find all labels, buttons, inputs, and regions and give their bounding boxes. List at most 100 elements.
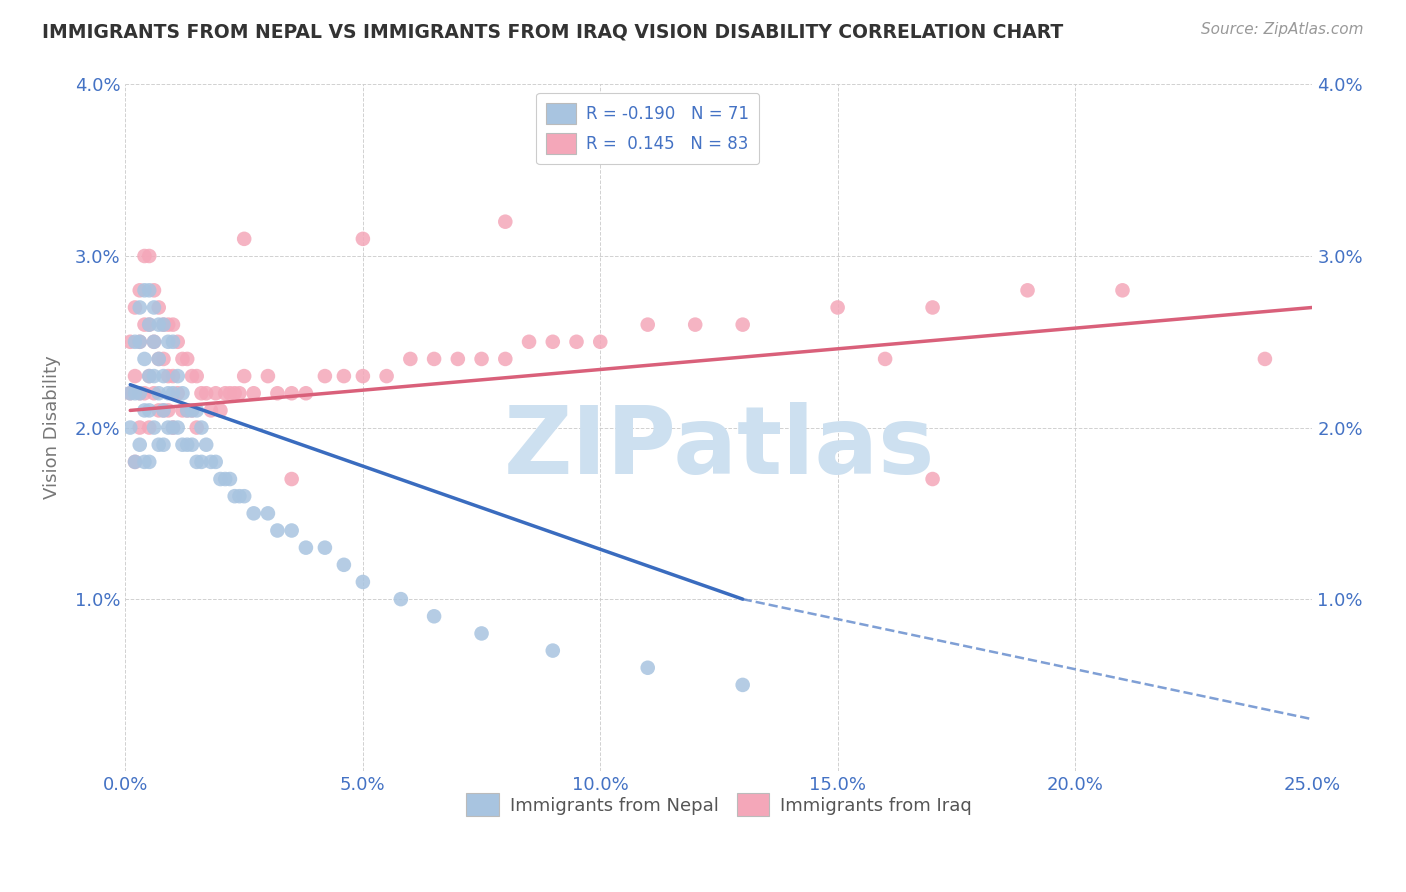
Point	[128, 438, 150, 452]
Point	[152, 318, 174, 332]
Point	[242, 507, 264, 521]
Point	[152, 403, 174, 417]
Point	[224, 386, 246, 401]
Point	[1254, 351, 1277, 366]
Point	[731, 318, 754, 332]
Text: IMMIGRANTS FROM NEPAL VS IMMIGRANTS FROM IRAQ VISION DISABILITY CORRELATION CHAR: IMMIGRANTS FROM NEPAL VS IMMIGRANTS FROM…	[42, 22, 1063, 41]
Point	[152, 403, 174, 417]
Point	[233, 232, 256, 246]
Point	[134, 318, 156, 332]
Point	[148, 351, 170, 366]
Point	[181, 369, 204, 384]
Point	[176, 351, 198, 366]
Point	[190, 386, 212, 401]
Point	[138, 318, 160, 332]
Point	[827, 301, 849, 315]
Point	[134, 455, 156, 469]
Point	[124, 334, 146, 349]
Point	[471, 351, 494, 366]
Point	[731, 678, 754, 692]
Point	[517, 334, 540, 349]
Point	[375, 369, 398, 384]
Point	[128, 386, 150, 401]
Point	[471, 626, 494, 640]
Point	[204, 386, 226, 401]
Point	[162, 369, 184, 384]
Point	[148, 301, 170, 315]
Point	[589, 334, 612, 349]
Point	[494, 215, 516, 229]
Point	[172, 403, 194, 417]
Point	[200, 403, 222, 417]
Point	[138, 403, 160, 417]
Point	[143, 386, 166, 401]
Point	[280, 386, 302, 401]
Point	[204, 455, 226, 469]
Point	[138, 318, 160, 332]
Point	[266, 386, 288, 401]
Point	[1017, 283, 1039, 297]
Point	[166, 334, 188, 349]
Point	[333, 558, 356, 572]
Point	[134, 403, 156, 417]
Point	[921, 301, 943, 315]
Point	[233, 369, 256, 384]
Point	[128, 301, 150, 315]
Point	[683, 318, 706, 332]
Point	[162, 420, 184, 434]
Point	[228, 489, 250, 503]
Point	[143, 334, 166, 349]
Point	[162, 334, 184, 349]
Point	[148, 318, 170, 332]
Point	[172, 438, 194, 452]
Point	[209, 472, 232, 486]
Point	[176, 403, 198, 417]
Point	[166, 386, 188, 401]
Point	[181, 403, 204, 417]
Point	[176, 438, 198, 452]
Point	[138, 420, 160, 434]
Point	[200, 455, 222, 469]
Point	[162, 386, 184, 401]
Point	[143, 420, 166, 434]
Point	[352, 574, 374, 589]
Point	[186, 420, 208, 434]
Point	[280, 524, 302, 538]
Point	[295, 386, 318, 401]
Point	[148, 386, 170, 401]
Point	[233, 489, 256, 503]
Point	[162, 420, 184, 434]
Point	[152, 438, 174, 452]
Point	[128, 420, 150, 434]
Point	[195, 438, 218, 452]
Point	[134, 283, 156, 297]
Point	[172, 386, 194, 401]
Point	[120, 334, 142, 349]
Point	[186, 369, 208, 384]
Point	[181, 438, 204, 452]
Point	[124, 386, 146, 401]
Text: Source: ZipAtlas.com: Source: ZipAtlas.com	[1201, 22, 1364, 37]
Point	[138, 283, 160, 297]
Point	[152, 369, 174, 384]
Point	[389, 592, 412, 607]
Point	[447, 351, 470, 366]
Point	[157, 420, 180, 434]
Point	[314, 369, 336, 384]
Point	[143, 369, 166, 384]
Point	[128, 386, 150, 401]
Point	[124, 301, 146, 315]
Point	[257, 507, 280, 521]
Point	[143, 301, 166, 315]
Point	[228, 386, 250, 401]
Point	[333, 369, 356, 384]
Point	[541, 643, 564, 657]
Legend: Immigrants from Nepal, Immigrants from Iraq: Immigrants from Nepal, Immigrants from I…	[458, 786, 979, 823]
Point	[875, 351, 897, 366]
Point	[128, 334, 150, 349]
Point	[166, 420, 188, 434]
Y-axis label: Vision Disability: Vision Disability	[44, 356, 60, 500]
Point	[921, 472, 943, 486]
Point	[138, 369, 160, 384]
Point	[314, 541, 336, 555]
